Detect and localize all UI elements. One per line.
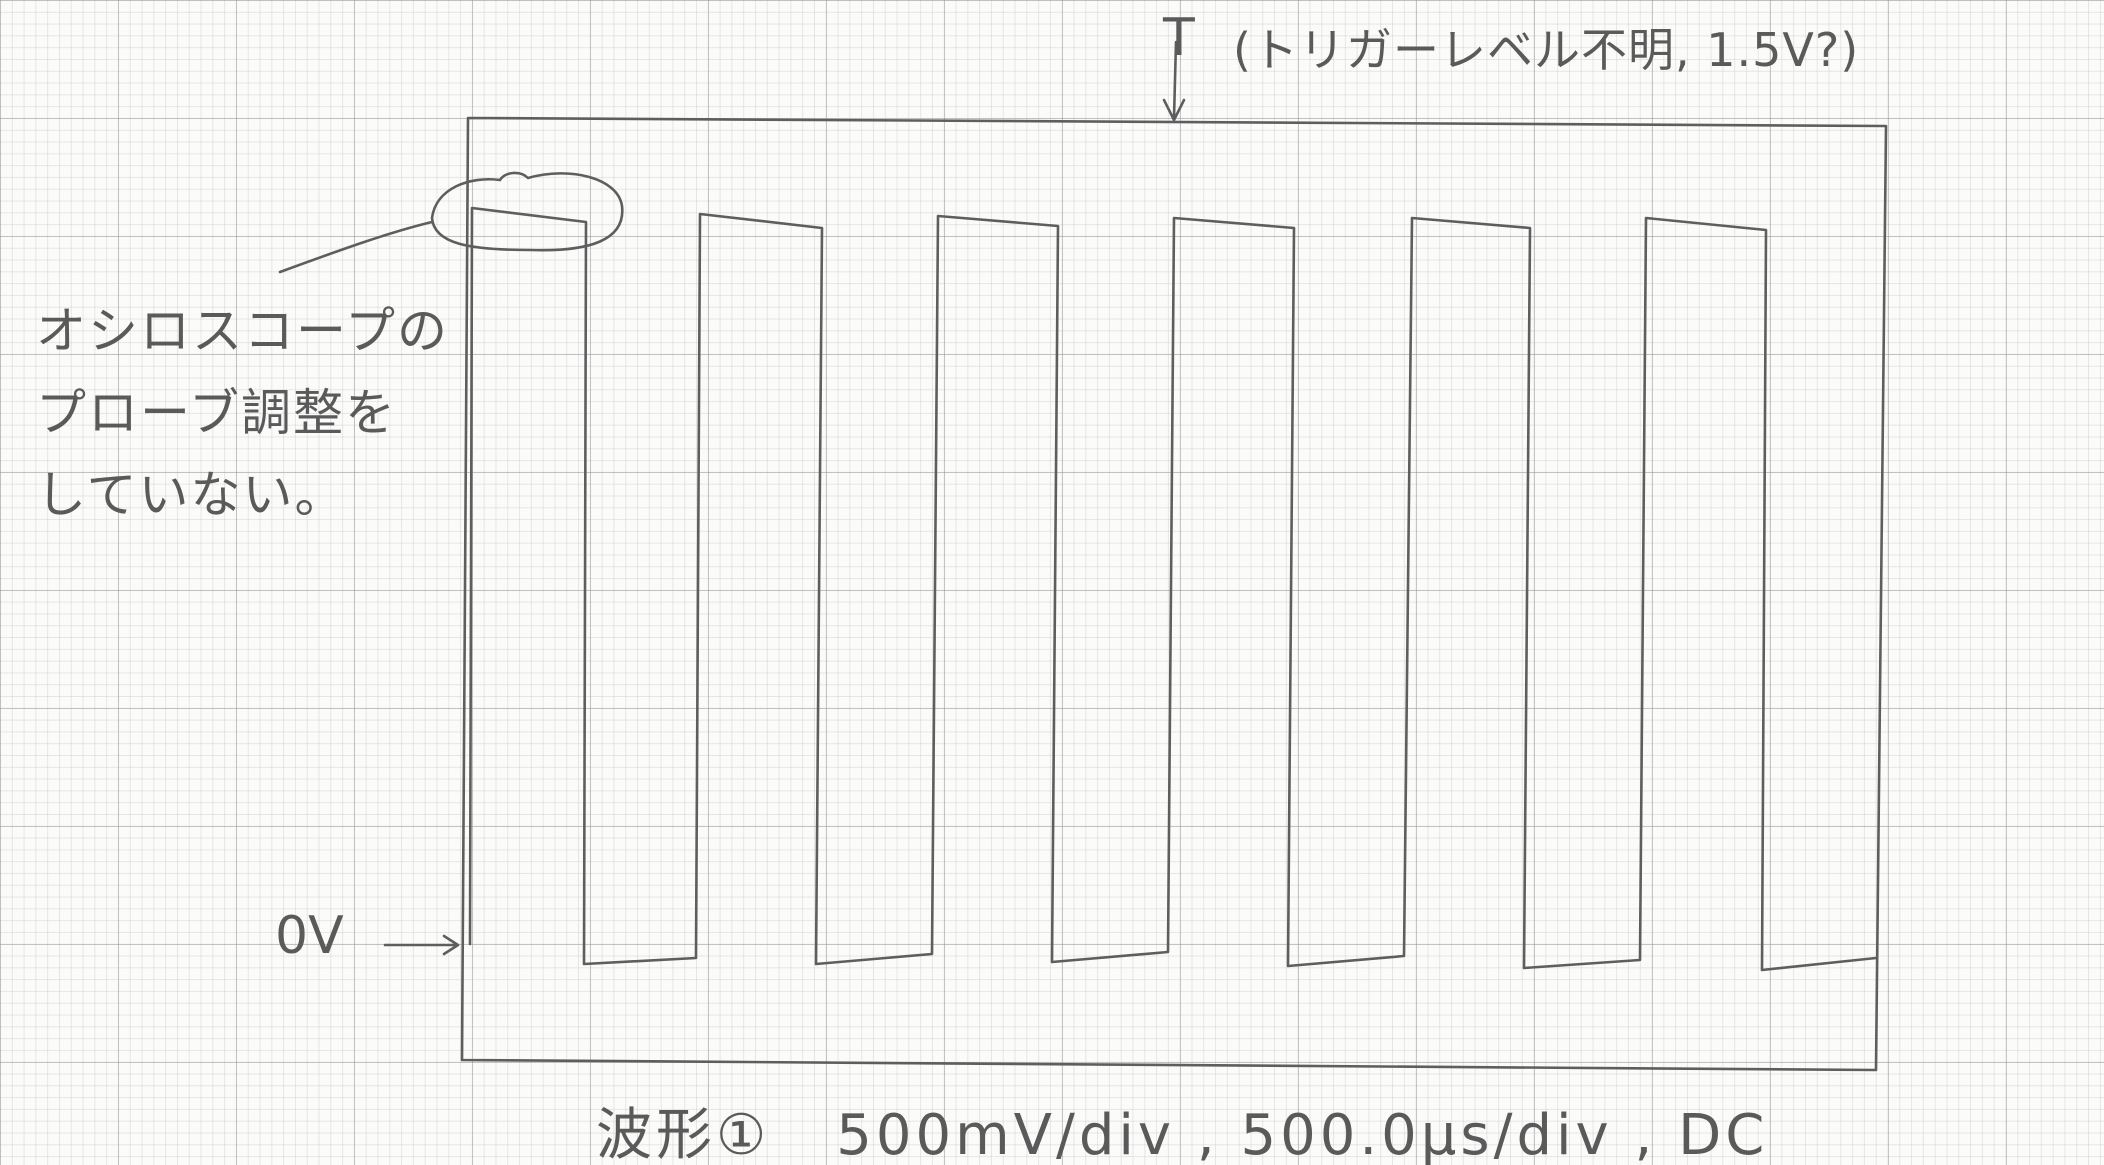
scope-settings: 500mV/div , 500.0μs/div , DC	[836, 1103, 1769, 1165]
zero-level-arrow	[383, 934, 460, 956]
screen-frame	[460, 116, 1888, 1072]
zero-volt-label: 0V	[275, 906, 344, 966]
waveform-caption: 波形① 500mV/div , 500.0μs/div , DC	[596, 1090, 1768, 1165]
note-line-2: プローブ調整を	[36, 384, 397, 442]
probe-adjust-note: オシロスコープの プローブ調整を していない。	[36, 290, 449, 536]
trigger-note: (トリガーレベル不明, 1.5V?)	[1233, 23, 1860, 77]
trigger-marker: T	[1163, 8, 1197, 68]
overshoot-circle	[430, 171, 624, 252]
square-wave	[468, 206, 1878, 972]
note-line-1: オシロスコープの	[36, 302, 449, 360]
leader-line	[278, 220, 434, 274]
waveform-number: 波形①	[596, 1103, 771, 1165]
note-line-3: していない。	[36, 466, 347, 524]
trigger-arrow	[1162, 40, 1186, 122]
